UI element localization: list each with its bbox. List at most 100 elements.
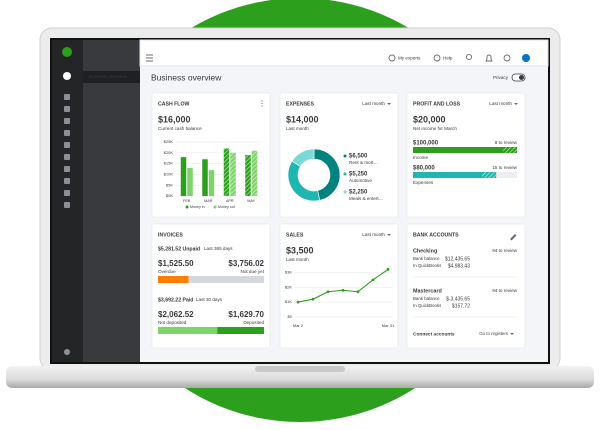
account-name: Mastercard <box>413 288 442 294</box>
sales-point <box>311 297 315 301</box>
projection-hatch <box>251 150 258 196</box>
invoice-bar <box>188 276 264 283</box>
rail-icon[interactable] <box>64 106 70 112</box>
nav-panel <box>83 40 140 362</box>
balance-value: $4,983.43 <box>448 263 470 269</box>
y-tick-label: $0K <box>166 193 173 198</box>
card-title: EXPENSES <box>286 101 315 107</box>
nav-item[interactable]: Business overview <box>89 74 128 79</box>
privacy-label: Privacy <box>493 75 509 80</box>
y-tick-label: $25K <box>164 139 174 144</box>
balance-value: $12,435.65 <box>445 256 470 262</box>
amount: $3,500 <box>286 245 314 255</box>
projection-hatch <box>245 154 251 196</box>
bar <box>180 157 187 196</box>
legend-label: Automotive <box>349 178 372 183</box>
avatar[interactable] <box>522 54 530 62</box>
logo <box>62 47 72 57</box>
kebab-dot[interactable] <box>261 102 263 105</box>
balance-value: $157.72 <box>452 303 470 309</box>
rail-icon[interactable] <box>64 154 70 160</box>
x-tick-label: MAY <box>247 199 255 203</box>
card <box>279 92 399 218</box>
legend-value: $2,250 <box>349 190 368 196</box>
bar <box>187 167 193 196</box>
expert-icon[interactable] <box>388 54 396 62</box>
card-title: CASH FLOW <box>158 101 190 107</box>
registers-select[interactable]: Go to registers <box>479 331 509 336</box>
kebab-dot[interactable] <box>261 100 263 102</box>
nav-item[interactable]: Performance center <box>89 101 130 106</box>
dropdown-caret[interactable] <box>510 333 514 335</box>
new-button[interactable] <box>63 72 71 80</box>
nav-item[interactable]: Planner <box>89 128 105 133</box>
nav-item[interactable]: Reports <box>89 115 106 120</box>
review-link[interactable]: 94 to review <box>492 248 517 253</box>
period-select[interactable]: Last month <box>362 232 385 237</box>
legend-swatch <box>343 172 347 176</box>
invoice-total: $3,692.22 Paid <box>158 297 193 303</box>
card-title: INVOICES <box>158 232 183 238</box>
rail-icon[interactable] <box>64 166 70 172</box>
edit-icon[interactable] <box>510 234 517 241</box>
y-tick-label: $1K <box>285 299 292 304</box>
invoice-amount: $1,629.70 <box>228 310 264 319</box>
invoice-label: Not deposited <box>158 320 187 325</box>
balance-label: Bank balance <box>413 256 440 261</box>
card-title: BANK ACCOUNTS <box>413 232 459 238</box>
rail-icons <box>64 94 70 355</box>
rail-icon[interactable] <box>64 178 70 184</box>
nav-header: Business overview <box>88 56 138 62</box>
x-tick-label: APR <box>226 199 234 203</box>
icon-rail <box>52 40 83 362</box>
settings-icon[interactable] <box>503 54 511 62</box>
sales-point <box>326 290 330 294</box>
x-tick-label: MAR <box>204 199 213 203</box>
review-link[interactable]: 94 to review <box>492 288 517 293</box>
invoice-label: Not due yet <box>241 269 265 274</box>
page-title: Business overview <box>151 72 222 82</box>
balance-label: In QuickBooks <box>413 303 442 308</box>
search-icon[interactable] <box>465 53 473 61</box>
kebab-dot[interactable] <box>261 105 263 107</box>
rail-icon[interactable] <box>64 94 70 100</box>
y-tick-label: $15K <box>164 161 174 166</box>
nav-item[interactable]: Projects <box>89 142 106 147</box>
period-select[interactable]: Last month <box>362 101 385 106</box>
legend-value: $5,250 <box>349 172 368 178</box>
laptop-base <box>6 366 594 388</box>
rail-icon[interactable] <box>64 142 70 148</box>
card-title: PROFIT AND LOSS <box>413 101 461 107</box>
rail-icon[interactable] <box>64 202 70 208</box>
review-link[interactable]: 8 to review <box>495 140 518 145</box>
bar <box>413 147 517 153</box>
topbar-link[interactable]: My experts <box>398 56 421 61</box>
y-tick-label: $5K <box>166 182 173 187</box>
y-tick-label: $3K <box>285 269 292 274</box>
rail-icon[interactable] <box>64 190 70 196</box>
row-amount: $100,000 <box>413 141 439 147</box>
topbar-link[interactable]: Help <box>443 56 453 61</box>
rail-icon[interactable] <box>64 118 70 124</box>
dropdown-caret[interactable] <box>387 103 391 105</box>
invoice-amount: $3,756.02 <box>228 259 264 268</box>
invoice-amount: $2,062.52 <box>158 310 194 319</box>
dropdown-caret[interactable] <box>514 103 518 105</box>
bar <box>202 159 208 196</box>
bell-icon[interactable] <box>485 54 493 62</box>
nav-item[interactable]: Cash flow <box>89 88 110 93</box>
y-tick-label: $0 <box>288 314 293 319</box>
caption: Last month <box>286 126 309 131</box>
review-link[interactable]: 15 to review <box>492 165 517 170</box>
sales-point <box>341 288 345 292</box>
menu-icon[interactable] <box>146 54 153 62</box>
connect-link[interactable]: Connect accounts <box>413 331 455 337</box>
rail-icon[interactable] <box>64 349 70 355</box>
help-icon[interactable] <box>433 54 441 62</box>
dropdown-caret[interactable] <box>387 234 391 236</box>
rail-icon[interactable] <box>64 130 70 136</box>
legend-swatch <box>343 154 347 158</box>
bar <box>208 170 215 196</box>
period-select[interactable]: Last month <box>489 101 512 106</box>
